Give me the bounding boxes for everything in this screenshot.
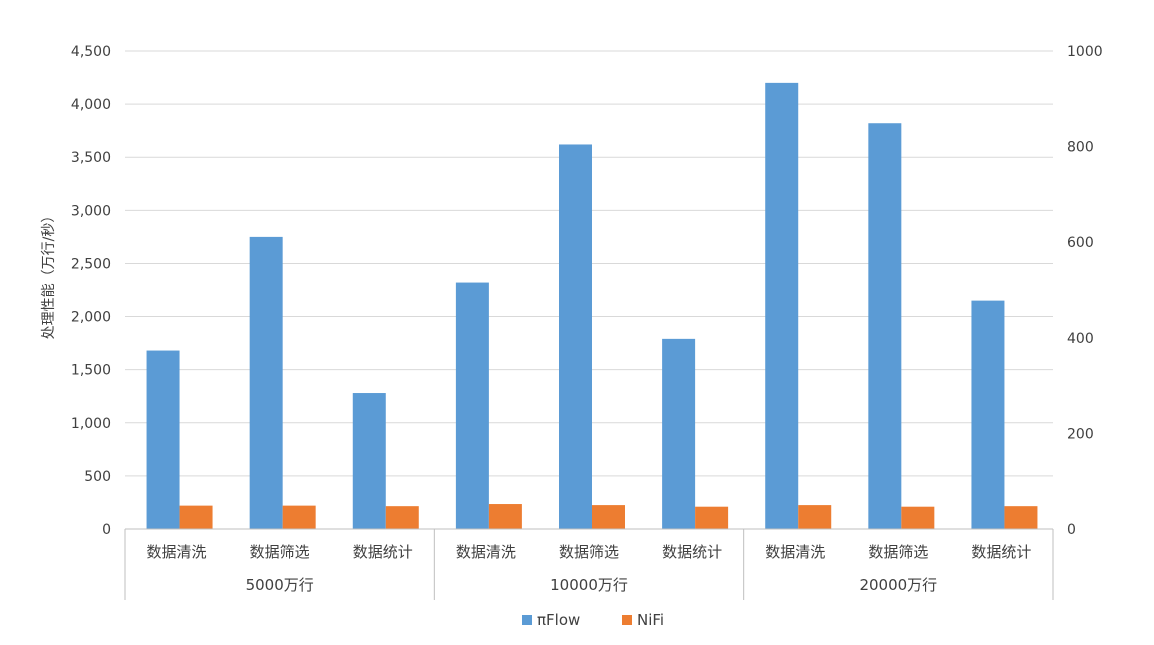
left-tick-label: 500 <box>84 469 111 485</box>
bar-nifi <box>385 506 419 529</box>
bars <box>146 82 1038 529</box>
right-tick-label: 400 <box>1067 331 1094 347</box>
right-tick-label: 1000 <box>1067 44 1103 60</box>
category-label: 数据统计 <box>662 543 722 561</box>
right-tick-label: 0 <box>1067 522 1076 538</box>
bar-nifi <box>488 504 522 529</box>
category-label: 数据清洗 <box>456 543 516 561</box>
legend-label: NiFi <box>637 611 664 629</box>
y-axis-title: 处理性能（万行/秒） <box>41 209 57 340</box>
bar-nifi <box>179 505 213 529</box>
x-axis: 数据清洗 数据筛选 数据统计 数据清洗 数据筛选 数据统计 数据清洗 数据筛选 数据统计 5000… <box>124 528 1054 600</box>
left-tick-label: 0 <box>102 522 111 538</box>
category-label: 数据统计 <box>971 543 1031 561</box>
bar-nifi <box>798 505 832 529</box>
left-tick-label: 2,500 <box>71 256 111 272</box>
bar-nifi <box>695 506 729 529</box>
group-label: 20000万行 <box>859 576 937 594</box>
left-axis-ticks: 0 500 1,000 1,500 2,000 2,500 3,000 3,500 4,000 4… <box>71 44 111 538</box>
group-label: 10000万行 <box>550 576 628 594</box>
legend-swatch <box>622 615 632 625</box>
bar-piflow <box>662 338 696 529</box>
group-label: 5000万行 <box>246 576 314 594</box>
category-label: 数据清洗 <box>765 543 825 561</box>
left-tick-label: 3,500 <box>71 150 111 166</box>
right-tick-label: 600 <box>1067 235 1094 251</box>
left-tick-label: 1,000 <box>71 416 111 432</box>
left-tick-label: 2,000 <box>71 310 111 326</box>
left-tick-label: 1,500 <box>71 363 111 379</box>
right-tick-label: 200 <box>1067 426 1094 442</box>
bar-piflow <box>455 282 489 529</box>
right-tick-label: 800 <box>1067 140 1094 156</box>
bar-piflow <box>971 300 1005 529</box>
left-tick-label: 4,000 <box>71 97 111 113</box>
legend-label: πFlow <box>537 611 580 629</box>
bar-nifi <box>1004 506 1038 529</box>
bar-piflow <box>249 236 283 529</box>
bar-piflow <box>146 350 180 529</box>
category-label: 数据筛选 <box>868 543 928 561</box>
category-label: 数据筛选 <box>250 543 310 561</box>
legend-swatch <box>522 615 532 625</box>
legend: πFlow NiFi <box>522 611 664 629</box>
bar-nifi <box>282 505 316 529</box>
bar-nifi <box>901 506 935 529</box>
right-axis-ticks: 0 200 400 600 800 1000 <box>1067 44 1103 538</box>
left-tick-label: 4,500 <box>71 44 111 60</box>
left-tick-label: 3,000 <box>71 203 111 219</box>
category-label: 数据清洗 <box>147 543 207 561</box>
bar-piflow <box>868 123 902 529</box>
bar-nifi <box>592 505 625 529</box>
bar-piflow <box>352 393 386 529</box>
category-label: 数据筛选 <box>559 543 619 561</box>
category-label: 数据统计 <box>353 543 413 561</box>
bar-piflow <box>559 144 592 529</box>
bar-piflow <box>765 82 799 529</box>
